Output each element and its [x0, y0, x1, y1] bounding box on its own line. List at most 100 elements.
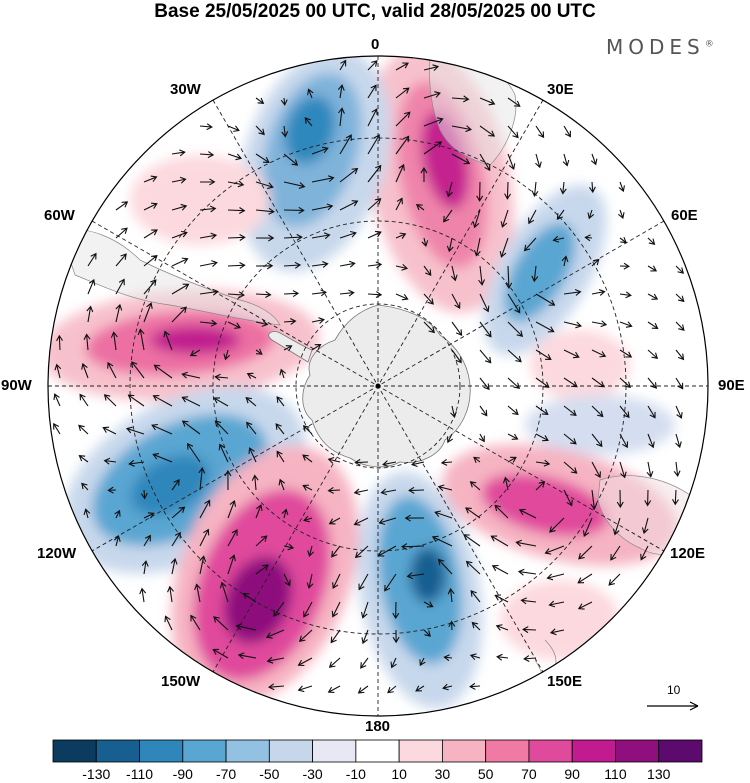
wind-arrow	[507, 293, 521, 314]
wind-arrow	[255, 348, 263, 355]
wind-arrow	[273, 601, 285, 617]
wind-arrow	[619, 349, 633, 358]
colorbar-tick-label: -70	[215, 766, 237, 782]
wind-arrow	[577, 573, 593, 584]
wind-arrow	[53, 422, 61, 435]
wind-arrow	[163, 330, 173, 351]
wind-arrow	[141, 560, 149, 575]
colorbar-tick-label: 30	[434, 766, 451, 782]
wind-arrow	[546, 573, 565, 581]
wind-arrow	[283, 233, 303, 241]
wind-arrow	[563, 461, 578, 474]
wind-arrow	[423, 321, 435, 334]
wind-arrow	[531, 265, 539, 283]
wind-arrow	[415, 203, 425, 211]
anomaly-lobe-weak	[525, 395, 675, 455]
wind-arrow	[590, 489, 598, 510]
wind-arrow	[181, 420, 201, 435]
wind-arrow	[143, 202, 158, 211]
wind-arrow	[392, 601, 400, 620]
colorbar-swatch	[268, 739, 314, 763]
wind-arrow	[479, 97, 496, 106]
wind-arrow	[143, 279, 157, 295]
wind-arrow	[675, 293, 685, 303]
wind-arrow	[199, 178, 216, 186]
wind-arrow	[434, 510, 453, 519]
wind-arrow	[227, 529, 238, 547]
wind-arrow	[227, 207, 246, 214]
wind-arrow	[190, 614, 201, 631]
wind-arrow	[255, 535, 268, 547]
wind-arrow	[213, 397, 229, 407]
wind-arrow	[619, 377, 631, 389]
wind-arrow	[423, 64, 440, 72]
south-america-outline	[59, 228, 281, 326]
wind-arrow	[515, 539, 537, 547]
wind-arrow	[390, 657, 397, 669]
colorbar-swatch	[658, 739, 703, 763]
wind-arrow	[549, 517, 565, 533]
wind-arrow	[473, 456, 481, 463]
wind-arrow	[479, 153, 491, 172]
wind-arrow	[181, 371, 201, 379]
anomaly-lobe-weak	[530, 330, 630, 400]
wind-arrow	[591, 258, 600, 267]
wind-arrow	[494, 594, 509, 603]
wind-arrow	[246, 421, 257, 435]
wind-arrow	[276, 450, 285, 463]
wind-arrow	[302, 454, 313, 463]
wind-arrow	[219, 581, 229, 603]
wind-arrow	[114, 535, 121, 547]
reference-vector-label: 10	[667, 683, 681, 697]
wind-arrow	[404, 514, 425, 522]
wind-arrow	[451, 95, 470, 103]
wind-arrow	[591, 320, 608, 328]
wind-arrow	[618, 209, 625, 220]
wind-arrow	[522, 626, 537, 634]
wind-arrow	[171, 203, 188, 211]
wind-arrow	[367, 134, 380, 155]
wind-arrow	[451, 321, 463, 337]
wind-arrow	[584, 234, 593, 242]
wind-arrow	[591, 349, 607, 358]
wind-arrow	[471, 621, 481, 631]
colorbar-swatch	[95, 739, 140, 763]
wind-arrow	[437, 558, 453, 575]
south-pole-marker	[375, 383, 381, 389]
wind-arrow	[199, 499, 211, 519]
wind-arrow	[339, 59, 347, 71]
wind-arrow	[255, 207, 275, 215]
wind-arrow	[128, 459, 145, 467]
wind-arrow	[451, 153, 471, 165]
wind-arrow	[500, 209, 509, 228]
wind-arrow	[255, 234, 275, 242]
wind-arrow	[283, 543, 295, 551]
colorbar-swatch	[225, 739, 270, 763]
modes-logo: MODES®	[606, 35, 714, 59]
wind-arrow	[199, 205, 217, 213]
wind-arrow	[86, 305, 94, 323]
wind-arrow	[535, 405, 549, 416]
wind-arrow	[127, 394, 145, 407]
colorbar-swatch	[615, 739, 660, 763]
anomaly-lobe-weak	[500, 580, 620, 660]
wind-arrow	[367, 164, 382, 183]
wind-arrow	[332, 573, 341, 590]
wind-arrow	[552, 235, 565, 243]
wind-arrow	[582, 517, 593, 538]
wind-arrow	[199, 288, 219, 296]
lon-label-90e: 90E	[718, 377, 745, 394]
wind-arrow	[255, 153, 270, 164]
wind-arrow	[518, 508, 537, 519]
wind-arrow	[479, 349, 492, 364]
wind-arrow	[102, 426, 117, 435]
wind-arrow	[675, 433, 682, 449]
wind-arrow	[306, 573, 314, 590]
wind-arrow	[469, 682, 481, 690]
wind-arrow	[143, 302, 153, 323]
wind-arrow	[339, 167, 359, 183]
wind-arrow	[507, 377, 521, 389]
wind-arrow	[496, 653, 509, 661]
wind-arrow	[199, 260, 218, 267]
